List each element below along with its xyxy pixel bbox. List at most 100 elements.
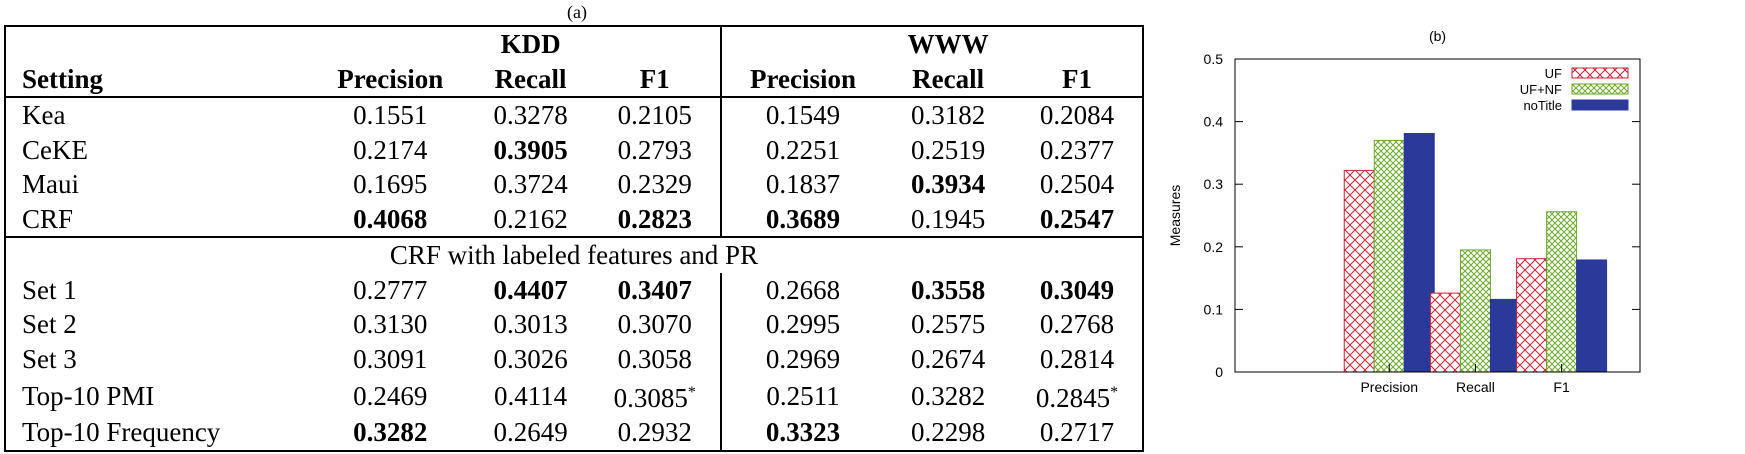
group-kdd: KDD — [500, 29, 561, 60]
cell-value: 0.2511 — [766, 380, 840, 411]
bar-chart: (b) Measures 0 0.1 0.2 0.3 0.4 0.5 Precision Reca… — [1167, 28, 1641, 395]
table-cell: 0.3049 — [1012, 273, 1143, 308]
bar-uf — [1429, 292, 1461, 373]
cell-value: 0.2575 — [911, 309, 986, 340]
table-cell: 0.2174 — [309, 133, 471, 168]
cell-value: 0.2668 — [765, 274, 841, 305]
x-tick-label: Precision — [1360, 379, 1418, 395]
table-caption: (a) — [567, 2, 587, 22]
col-header: F1 — [1012, 61, 1143, 98]
bar-uf — [1516, 258, 1548, 373]
row-setting: CRF — [5, 201, 310, 238]
table-cell: 0.2547 — [1012, 201, 1143, 238]
table-cell: 0.4068 — [309, 201, 472, 238]
table-cell: 0.3130 — [309, 307, 471, 342]
cell-value: 0.1945 — [911, 203, 986, 234]
table-cell: 0.2932 — [589, 415, 722, 451]
table-cell: 0.2845* — [1012, 376, 1143, 415]
table-cell: 0.1945 — [884, 201, 1013, 238]
y-tick-label: 0.4 — [1204, 114, 1224, 130]
x-tick-label: Recall — [1456, 379, 1495, 395]
table-cell: 0.2298 — [884, 415, 1012, 451]
cell-value: 0.2162 — [493, 203, 568, 234]
table-cell: 0.2768 — [1012, 307, 1143, 342]
cell-value: 0.2298 — [911, 417, 986, 448]
table-cell: 0.3026 — [471, 342, 590, 377]
cell-value: 0.2823 — [617, 203, 692, 234]
table-cell: 0.3282 — [884, 376, 1012, 415]
table-cell: 0.3278 — [471, 97, 590, 133]
cell-value: 0.2547 — [1039, 203, 1115, 234]
table-cell: 0.3323 — [721, 415, 885, 451]
y-axis-label: Measures — [1167, 185, 1183, 246]
table-cell: 0.2969 — [721, 342, 885, 377]
cell-value: 0.3323 — [765, 417, 841, 448]
table-cell: 0.3934 — [884, 167, 1012, 202]
cell-value: 0.3278 — [493, 100, 568, 131]
table-row: CRF 0.4068 0.2162 0.2823 0.3689 0.1945 0.2547 — [5, 201, 1143, 238]
significance-mark: * — [687, 384, 696, 401]
row-setting: Top-10 Frequency — [22, 417, 221, 448]
col-header: Recall — [884, 61, 1013, 98]
cell-value: 0.3070 — [617, 309, 692, 340]
row-setting: Set 1 — [22, 274, 77, 305]
y-tick-label: 0.1 — [1204, 301, 1224, 317]
row-setting: CeKE — [22, 134, 88, 165]
bar-uf — [1343, 169, 1375, 373]
cell-value: 0.3558 — [911, 274, 986, 305]
bar-notitle — [1403, 132, 1435, 373]
table-row: Top-10 Frequency 0.3282 0.2649 0.2932 0.3323… — [5, 415, 1143, 451]
cell-value: 0.3130 — [353, 309, 428, 340]
cell-value: 0.3724 — [493, 169, 568, 200]
cell-value: 0.2519 — [911, 134, 986, 165]
section-label: CRF with labeled features and PR — [389, 240, 759, 271]
legend-label: UF — [1545, 66, 1562, 81]
cell-value: 0.2932 — [617, 417, 692, 448]
table-cell: 0.2823 — [589, 201, 722, 238]
table-cell: 0.1837 — [721, 167, 885, 202]
table-row: Set 1 0.2777 0.4407 0.3407 0.2668 0.3558 0.304… — [5, 272, 1143, 308]
cell-value: 0.2768 — [1039, 309, 1115, 340]
cell-value: 0.2814 — [1039, 343, 1115, 374]
section-row: CRF with labeled features and PR — [5, 237, 1143, 273]
cell-value: 0.2504 — [1039, 169, 1115, 200]
x-tick-label: F1 — [1553, 379, 1570, 395]
plot-frame — [1234, 58, 1641, 373]
table-cell: 0.4114 — [471, 376, 590, 415]
cell-value: 0.3282 — [911, 380, 986, 411]
table-cell: 0.3905 — [471, 133, 590, 168]
cell-value: 0.3049 — [1039, 274, 1115, 305]
cell-value: 0.1549 — [765, 100, 841, 131]
table-cell: 0.2668 — [721, 273, 885, 308]
table-cell: 0.2511 — [721, 376, 885, 415]
bar-uf-nf — [1546, 211, 1578, 373]
bar-uf-nf — [1459, 249, 1491, 373]
table-row: Kea 0.1551 0.3278 0.2105 0.1549 0.3182 0.2084 — [5, 97, 1143, 133]
chart-panel: (b) Measures 0 0.1 0.2 0.3 0.4 0.5 Precision Reca… — [1150, 25, 1745, 449]
table-cell: 0.3013 — [471, 307, 590, 342]
table-cell: 0.2519 — [884, 133, 1012, 168]
cell-value: 0.3013 — [493, 309, 568, 340]
row-setting: Maui — [22, 169, 79, 200]
bar-uf-nf — [1373, 139, 1405, 373]
y-tick-label: 0.2 — [1204, 239, 1224, 255]
table-cell: 0.2105 — [589, 97, 722, 133]
table-cell: 0.3070 — [589, 307, 722, 342]
bar-notitle — [1489, 298, 1521, 373]
table-cell: 0.3182 — [884, 97, 1012, 133]
table-row: Maui 0.1695 0.3724 0.2329 0.1837 0.3934 0.2504 — [5, 167, 1143, 202]
table-cell: 0.2717 — [1012, 415, 1143, 451]
col-header: Precision — [309, 61, 472, 98]
bar-notitle — [1576, 259, 1608, 373]
table-cell: 0.2162 — [471, 201, 590, 238]
table-cell: 0.1551 — [309, 97, 471, 133]
cell-value: 0.2777 — [353, 274, 428, 305]
table-cell: 0.2814 — [1012, 342, 1143, 377]
table-cell: 0.2377 — [1012, 133, 1143, 168]
table-cell: 0.3689 — [720, 201, 885, 238]
cell-value: 0.3182 — [911, 100, 986, 131]
col-header: Precision — [720, 61, 885, 98]
group-www: WWW — [907, 29, 989, 60]
table-cell: 0.2995 — [721, 307, 885, 342]
col-header: Recall — [471, 61, 590, 98]
